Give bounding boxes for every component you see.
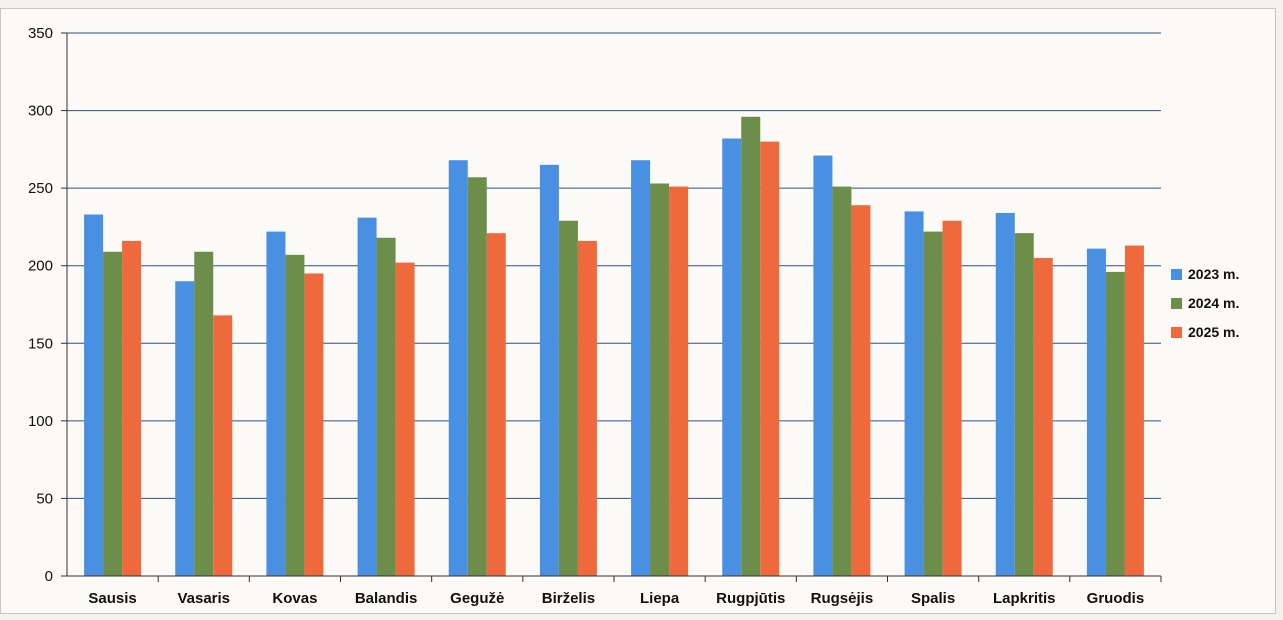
- bar-2024m-0: [103, 251, 123, 576]
- bar-2023m-3: [357, 217, 377, 576]
- bar-2025m-11: [1124, 245, 1144, 576]
- bar-2024m-5: [558, 220, 578, 577]
- bar-2023m-11: [1086, 248, 1106, 577]
- bar-2025m-10: [1033, 257, 1053, 576]
- bar-2025m-1: [213, 315, 233, 576]
- bar-2025m-6: [669, 186, 689, 576]
- bar-2024m-11: [1105, 271, 1125, 576]
- y-tick-label: 50: [36, 490, 53, 507]
- bar-2025m-5: [577, 240, 597, 577]
- bar-2023m-5: [539, 164, 559, 576]
- bar-2024m-6: [650, 183, 670, 576]
- legend-label: 2024 m.: [1188, 295, 1239, 311]
- x-tick-label: Sausis: [88, 590, 136, 607]
- chart-frame: 0 50 100 150 200 250 300 350 Sausis Vasaris Kovas…: [0, 8, 1276, 614]
- bar-2023m-2: [266, 231, 286, 576]
- bar-2023m-6: [631, 160, 651, 576]
- bar-2025m-2: [304, 273, 324, 576]
- legend: 2023 m. 2024 m. 2025 m.: [1171, 266, 1239, 340]
- x-tick-label: Kovas: [272, 590, 317, 607]
- bar-2024m-10: [1014, 233, 1034, 577]
- bar-2023m-8: [813, 155, 833, 576]
- bar-2023m-9: [904, 211, 924, 576]
- bar-2025m-3: [395, 262, 415, 576]
- legend-label: 2023 m.: [1188, 266, 1239, 282]
- x-tick-label: Birželis: [542, 590, 595, 607]
- y-tick-label: 300: [28, 103, 53, 120]
- bar-2024m-1: [194, 251, 214, 576]
- bar-2023m-7: [722, 138, 742, 577]
- y-tick-label: 150: [28, 335, 53, 352]
- bar-2025m-0: [122, 240, 142, 577]
- x-tick-label: Gruodis: [1087, 590, 1145, 607]
- bar-2023m-10: [995, 212, 1015, 577]
- x-axis-ticks: Sausis Vasaris Kovas Balandis Gegužė Birželis…: [88, 576, 1162, 607]
- y-tick-label: 350: [28, 25, 53, 42]
- bar-2023m-0: [84, 214, 104, 576]
- bar-2024m-2: [285, 254, 305, 576]
- x-tick-label: Spalis: [911, 590, 955, 607]
- x-tick-label: Rugpjūtis: [716, 590, 785, 607]
- bar-chart: 0 50 100 150 200 250 300 350 Sausis Vasaris Kovas…: [28, 25, 1239, 607]
- bar-2023m-4: [448, 160, 468, 576]
- x-tick-label: Balandis: [355, 590, 418, 607]
- bar-2023m-1: [175, 281, 195, 576]
- bar-2024m-7: [741, 116, 761, 576]
- bar-2025m-8: [851, 205, 871, 577]
- bar-2025m-9: [942, 220, 962, 577]
- bar-2024m-9: [923, 231, 943, 576]
- x-tick-label: Lapkritis: [993, 590, 1056, 607]
- bar-2024m-8: [832, 186, 852, 576]
- bar-2024m-3: [376, 237, 396, 576]
- bar-2024m-4: [467, 177, 487, 577]
- x-tick-label: Vasaris: [177, 590, 230, 607]
- legend-swatch: [1171, 327, 1182, 338]
- bar-2025m-7: [760, 141, 780, 576]
- x-tick-label: Liepa: [640, 590, 680, 607]
- legend-label: 2025 m.: [1188, 324, 1239, 340]
- x-tick-label: Rugsėjis: [811, 590, 874, 607]
- y-tick-label: 0: [45, 568, 53, 585]
- y-tick-label: 200: [28, 258, 53, 275]
- gridlines: [67, 32, 1161, 499]
- x-tick-label: Gegužė: [450, 590, 504, 607]
- y-tick-label: 100: [28, 413, 53, 430]
- bars: [84, 116, 1144, 577]
- legend-swatch: [1171, 269, 1182, 280]
- bar-2025m-4: [486, 233, 506, 577]
- y-tick-label: 250: [28, 180, 53, 197]
- legend-swatch: [1171, 298, 1182, 309]
- y-axis-ticks: 0 50 100 150 200 250 300 350: [28, 25, 67, 585]
